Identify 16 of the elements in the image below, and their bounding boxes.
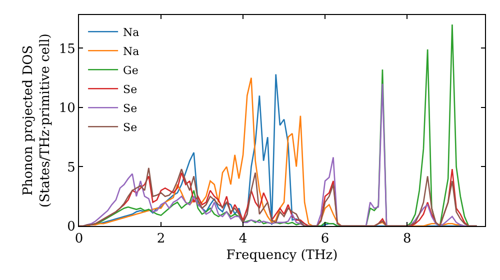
legend-label: Se [123,120,138,134]
y-tick-label: 0 [67,220,76,235]
x-tick-label: 6 [320,232,330,247]
y-axis-title: Phonon projected DOS (States/THz·primitive cell) [20,33,53,208]
legend-label: Se [123,102,138,115]
x-axis-title: Frequency (THz) [226,248,338,264]
legend-label: Se [123,82,138,96]
y-tick-label: 15 [58,42,76,57]
legend-label: Na [123,26,140,39]
legend-label: Ge [123,64,138,77]
x-tick-label: 4 [238,232,248,247]
y-tick-label: 10 [58,101,76,116]
x-tick-label: 2 [156,232,166,247]
y-tick-label: 5 [67,160,76,176]
x-tick-label: 8 [402,232,412,247]
legend-label: Na [123,44,140,58]
